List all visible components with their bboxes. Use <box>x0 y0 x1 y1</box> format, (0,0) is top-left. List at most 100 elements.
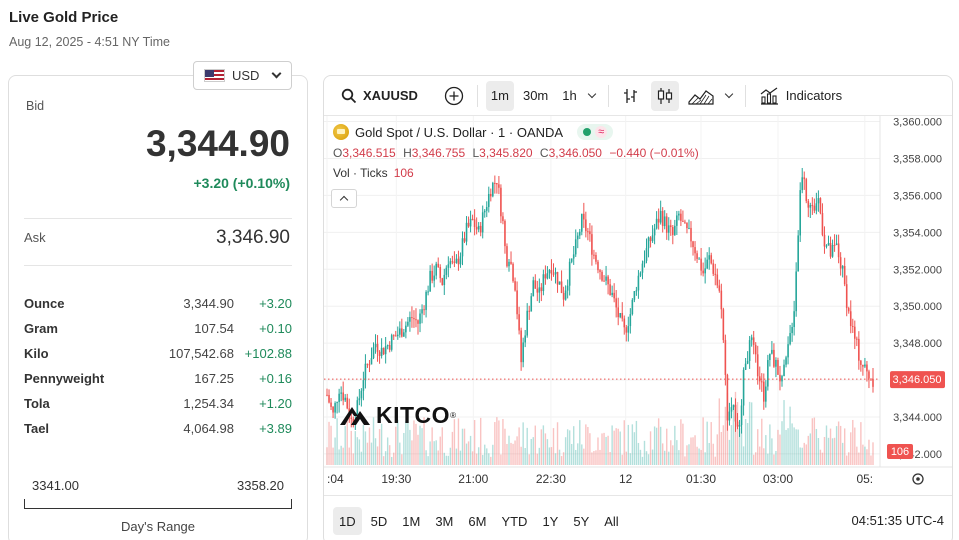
interval-30m[interactable]: 30m <box>522 88 549 103</box>
volume-bar <box>649 431 652 465</box>
volume-bar <box>482 454 484 465</box>
unit-price: 3,344.90 <box>183 296 234 311</box>
range-1y[interactable]: 1Y <box>542 513 559 529</box>
candle-body <box>461 238 464 257</box>
candle-body <box>376 343 379 352</box>
candle-body <box>506 246 508 267</box>
volume-bar <box>463 428 466 465</box>
volume-bar <box>858 452 860 465</box>
candle-body <box>382 347 385 355</box>
volume-bar <box>684 456 686 465</box>
interval-1h[interactable]: 1h <box>562 88 577 103</box>
volume-label: Vol · Ticks <box>333 166 388 180</box>
symbol-search[interactable]: XAUUSD <box>336 81 423 111</box>
indicators-button[interactable]: Indicators <box>754 81 847 111</box>
volume-bar <box>542 425 545 465</box>
compare-symbol-button[interactable] <box>439 81 469 111</box>
range-1m[interactable]: 1M <box>402 513 421 529</box>
candle-chart-type-button[interactable] <box>650 80 679 111</box>
volume-bar <box>581 444 583 465</box>
candle-body <box>860 360 862 365</box>
volume-bar <box>803 442 805 465</box>
unit-name: Kilo <box>24 346 49 361</box>
registered-mark: ® <box>450 411 457 420</box>
market-status-pill[interactable]: ≈ <box>577 124 614 140</box>
candle-body <box>728 411 731 421</box>
range-5y[interactable]: 5Y <box>573 513 590 529</box>
indicators-label: Indicators <box>785 88 843 103</box>
volume-bar <box>380 423 383 465</box>
range-5d[interactable]: 5D <box>370 513 388 529</box>
candle-body <box>704 268 706 274</box>
volume-bar <box>643 440 646 465</box>
currency-select[interactable]: USD <box>193 61 292 90</box>
volume-bar <box>413 420 415 465</box>
candle-body <box>819 198 822 214</box>
toolbar-divider <box>607 84 609 107</box>
kitco-mark-icon <box>340 406 370 425</box>
volume-bar <box>486 448 488 465</box>
candle-body <box>807 201 810 208</box>
range-1d[interactable]: 1D <box>333 507 362 535</box>
chart-clock[interactable]: 04:51:35 UTC-4 <box>851 513 945 528</box>
range-ytd[interactable]: YTD <box>501 513 528 529</box>
unit-row-tael: Tael 4,064.98 +3.89 <box>24 416 292 441</box>
volume-bar <box>623 420 625 465</box>
candle-body <box>771 349 773 354</box>
interval-dropdown[interactable] <box>584 81 600 111</box>
candle-body <box>655 218 658 229</box>
volume-bar <box>843 428 846 465</box>
range-3m[interactable]: 3M <box>435 513 454 529</box>
candle-body <box>496 182 498 185</box>
volume-bar <box>696 446 698 465</box>
unit-price-table: Ounce 3,344.90 +3.20 Gram 107.54 +0.10 K… <box>24 291 292 441</box>
volume-bar <box>655 427 658 465</box>
unit-change: +0.16 <box>259 371 292 386</box>
range-6m[interactable]: 6M <box>468 513 487 529</box>
candle-body <box>605 276 607 281</box>
volume-bar <box>672 445 674 465</box>
x-tick-label: 05: <box>856 472 873 486</box>
unit-row-kilo: Kilo 107,542.68 +102.88 <box>24 341 292 366</box>
volume-bar <box>595 450 597 465</box>
volume-bar <box>759 446 761 465</box>
candle-body <box>781 376 783 382</box>
chart-toolbar: XAUUSD 1m 30m 1h Indicators <box>324 76 952 116</box>
volume-bar <box>661 443 664 465</box>
volume-bar <box>494 422 496 465</box>
volume-bar <box>395 426 397 465</box>
bar-chart-type-button[interactable] <box>617 81 645 111</box>
gold-bar-icon <box>333 124 349 140</box>
range-all[interactable]: All <box>604 513 619 529</box>
candle-body <box>787 344 789 358</box>
candle-body <box>469 218 472 227</box>
candle-body <box>714 273 717 275</box>
unit-name: Tola <box>24 396 50 411</box>
low-value: 3,345.820 <box>479 146 533 160</box>
volume-bar <box>399 442 401 465</box>
volume-bar <box>736 402 739 465</box>
volume-readout: Vol · Ticks 106 <box>333 166 414 180</box>
volume-bar <box>585 424 587 465</box>
chart-type-dropdown[interactable] <box>721 81 737 111</box>
volume-bar <box>334 437 336 465</box>
volume-bar <box>330 425 332 465</box>
volume-bar <box>848 452 850 465</box>
candle-body <box>617 307 619 318</box>
area-chart-type-button[interactable] <box>683 81 719 111</box>
volume-bar <box>833 437 836 465</box>
collapse-legend-button[interactable] <box>331 189 357 208</box>
volume-bar <box>340 445 342 465</box>
price-chart[interactable]: 3,360.000 3,358.000 3,356.000 3,354.000 3,35… <box>324 116 953 495</box>
candle-body <box>403 332 405 337</box>
candle-body <box>769 353 771 361</box>
volume-bar <box>611 425 613 465</box>
candle-body <box>544 274 547 279</box>
volume-bar <box>734 391 737 465</box>
volume-bar <box>686 445 688 465</box>
volume-bar <box>599 449 601 465</box>
volume-bar <box>835 426 838 465</box>
interval-1m[interactable]: 1m <box>485 80 514 111</box>
volume-bar <box>500 454 502 465</box>
candles-icon <box>657 87 672 104</box>
